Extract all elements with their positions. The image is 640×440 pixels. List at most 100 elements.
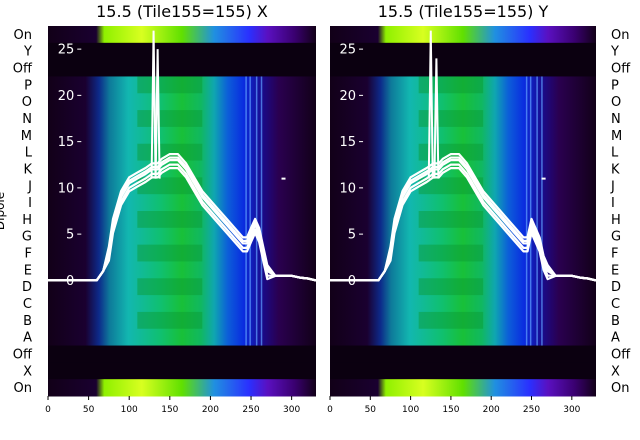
heatmap-channel: [525, 76, 528, 346]
heatmap-cell: [418, 76, 484, 94]
overlay-ytick-label: 25: [58, 43, 75, 58]
heatmap-cell: [137, 110, 203, 127]
heatmap-row: [330, 59, 596, 77]
dipole-label: X: [23, 364, 32, 379]
dipole-label: K: [611, 162, 620, 177]
overlay-ytick-label: 20: [58, 89, 75, 104]
heatmap-row: [330, 26, 596, 44]
x-tick-label: 200: [202, 405, 219, 415]
heatmap-cell: [137, 244, 203, 262]
heatmap-cell: [418, 244, 484, 262]
x-tick-label: 50: [365, 405, 377, 415]
dipole-label: D: [22, 280, 32, 295]
heatmap: [330, 26, 596, 397]
x-tick-label: 200: [483, 405, 500, 415]
x-tick-label: 0: [45, 405, 51, 415]
x-tick-label: 50: [83, 405, 95, 415]
heatmap-cell: [137, 76, 203, 94]
heatmap-row: [48, 26, 316, 44]
heatmap-row: [48, 177, 316, 195]
heatmap-row: [48, 76, 316, 94]
heatmap-row: [330, 194, 596, 212]
overlay-series-line: [330, 163, 597, 282]
heatmap-row: [330, 244, 596, 262]
heatmap-row: [330, 345, 596, 363]
heatmap: [48, 26, 316, 397]
heatmap-row: [48, 345, 316, 363]
chart-title: 15.5 (Tile155=155) X: [96, 2, 268, 21]
heatmap-row: [48, 194, 316, 212]
dipole-label: P: [24, 78, 32, 93]
heatmap-row: [330, 227, 596, 246]
heatmap-row: [330, 126, 596, 145]
heatmap-cell: [418, 311, 484, 329]
heatmap-row: [330, 311, 596, 330]
heatmap-row: [48, 42, 316, 61]
heatmap-cell: [137, 278, 203, 296]
overlay-ytick-label: 20: [339, 89, 356, 104]
heatmap-row: [330, 143, 596, 162]
x-tick-label: 150: [442, 405, 459, 415]
dipole-label: On: [14, 28, 32, 43]
heatmap-cell: [137, 177, 203, 195]
heatmap-row: [330, 328, 596, 347]
heatmap-channel: [245, 76, 247, 346]
heatmap-channel: [255, 76, 258, 346]
dipole-label: Off: [611, 347, 631, 362]
dipole-label: M: [21, 129, 32, 144]
dipole-label: D: [611, 280, 621, 295]
heatmap-cell: [418, 177, 484, 195]
heatmap-row: [330, 278, 596, 296]
overlay-series-line: [48, 163, 317, 282]
dipole-label: L: [611, 146, 619, 161]
dipole-label: A: [23, 331, 32, 346]
overlay-series-line: [48, 153, 317, 282]
dipole-label: O: [611, 95, 621, 110]
x-tick-label: 250: [242, 405, 259, 415]
dipole-label: Y: [610, 45, 619, 60]
heatmap-row: [48, 143, 316, 162]
dipole-label: G: [22, 230, 32, 245]
heatmap-cell: [418, 278, 484, 296]
x-tick-label: 250: [523, 405, 540, 415]
heatmap-row: [48, 328, 316, 347]
dipole-label: I: [28, 196, 32, 211]
heatmap-row: [330, 76, 596, 94]
heatmap-row: [48, 278, 316, 296]
overlay-ytick-label: 15: [58, 135, 75, 150]
overlay-ytick-label: 10: [58, 181, 75, 196]
dipole-label: On: [14, 381, 32, 396]
dipole-label: N: [22, 112, 32, 127]
heatmap-row: [48, 379, 316, 397]
dipole-label: B: [611, 314, 620, 329]
overlay-series-line: [330, 156, 597, 282]
dipole-label: X: [611, 364, 620, 379]
overlay-ytick-label: 5: [348, 228, 356, 243]
dipole-label: Off: [13, 62, 33, 77]
heatmap-cell: [137, 211, 203, 228]
overlay-ytick-label: 15: [339, 135, 356, 150]
overlay-series-line: [330, 167, 597, 282]
heatmap-channel: [260, 76, 263, 346]
overlay-ytick-label: 10: [339, 181, 356, 196]
x-tick-label: 100: [121, 405, 138, 415]
dipole-label: J: [27, 179, 32, 194]
dipole-label: J: [610, 179, 615, 194]
overlay-series-line: [48, 167, 317, 282]
overlay-ytick-label: 5: [66, 228, 74, 243]
chart-title: 15.5 (Tile155=155) Y: [378, 2, 549, 21]
dipole-label: L: [25, 146, 33, 161]
heatmap-row: [330, 295, 596, 313]
dipole-label: On: [611, 28, 629, 43]
heatmap-row: [48, 362, 316, 380]
heatmap-row: [48, 93, 316, 111]
dipole-label: C: [23, 297, 32, 312]
dipole-label: I: [611, 196, 615, 211]
dipole-label: E: [611, 263, 619, 278]
dipole-label: H: [611, 213, 621, 228]
heatmap-channel: [541, 76, 543, 346]
overlay-spike: [150, 30, 157, 179]
heatmap-row: [330, 362, 596, 380]
